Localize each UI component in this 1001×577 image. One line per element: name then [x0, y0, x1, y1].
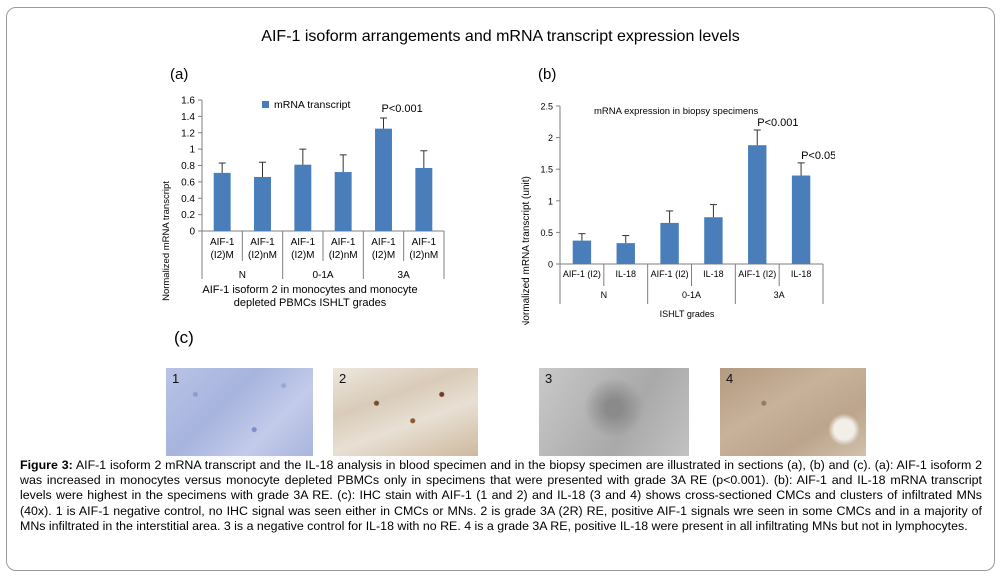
a-y-tick-label: 0.2	[181, 210, 195, 221]
b-y-tick-label: 0	[548, 260, 553, 270]
a-category-label: AIF-1 (I2)nM	[409, 237, 438, 261]
b-bar	[660, 222, 679, 264]
b-group-label: 3A	[774, 290, 785, 300]
chart-a-y-axis-label: Normalized mRNA transcript	[161, 181, 172, 301]
panel-c-label: (c)	[174, 328, 194, 347]
chart-a-panel-label: (a)	[170, 66, 188, 83]
b-category-label: AIF-1 (I2)	[563, 269, 601, 279]
b-category-label: AIF-1 (I2)	[651, 269, 689, 279]
b-group-label: N	[601, 290, 608, 300]
b-y-tick-label: 1.5	[540, 165, 553, 175]
a-legend-label: mRNA transcript	[274, 99, 351, 111]
micrograph-4-label: 4	[726, 371, 734, 386]
micrograph-2: 2	[333, 368, 478, 456]
micrograph-1-label: 1	[172, 371, 180, 386]
micrograph-4: 4	[720, 368, 866, 456]
caption-lead: Figure 3:	[20, 458, 73, 472]
chart-b-panel-label: (b)	[538, 66, 556, 83]
b-category-label: IL-18	[615, 269, 636, 279]
b-bar	[704, 217, 723, 264]
b-y-tick-label: 2	[548, 133, 553, 143]
a-y-tick-label: 0.4	[181, 194, 195, 205]
micrograph-3-label: 3	[545, 371, 553, 386]
b-x-axis-title: ISHLT grades	[660, 309, 715, 319]
b-category-label: IL-18	[791, 269, 812, 279]
a-annotation: P<0.001	[382, 103, 423, 115]
a-y-tick-label: 0.8	[181, 161, 195, 172]
a-category-label: AIF-1 (I2)nM	[329, 237, 358, 261]
chart-b-y-axis-label: Normalized mRNA transcript (unit)	[521, 176, 532, 325]
a-y-tick-label: 0	[189, 227, 195, 238]
b-bar	[748, 145, 767, 264]
a-category-label: AIF-1 (I2)M	[291, 237, 316, 261]
a-bar	[294, 164, 312, 231]
a-category-label: AIF-1 (I2)nM	[248, 237, 277, 261]
a-y-tick-label: 1.6	[181, 96, 195, 107]
b-y-tick-label: 1	[548, 196, 553, 206]
a-bar	[213, 172, 231, 231]
a-category-label: AIF-1 (I2)M	[210, 237, 235, 261]
a-y-tick-label: 1.4	[181, 112, 195, 123]
b-group-label: 0-1A	[682, 290, 701, 300]
a-y-tick-label: 0.6	[181, 177, 195, 188]
micrograph-1: 1	[166, 368, 313, 456]
chart-b: (b) Normalized mRNA transcript (unit) mR…	[521, 66, 835, 325]
figure-frame	[6, 7, 995, 571]
figure-title: AIF-1 isoform arrangements and mRNA tran…	[261, 28, 740, 45]
b-category-label: AIF-1 (I2)	[738, 269, 776, 279]
chart-b-title: mRNA expression in biopsy specimens	[594, 106, 758, 117]
caption-text: AIF-1 isoform 2 mRNA transcript and the …	[20, 458, 982, 533]
b-y-tick-label: 0.5	[540, 228, 553, 238]
a-x-axis-title: AIF-1 isoform 2 in monocytes and monocyt…	[202, 284, 417, 309]
b-bar	[791, 175, 811, 264]
micrograph-2-label: 2	[339, 371, 347, 386]
a-category-label: AIF-1 (I2)M	[371, 237, 396, 261]
a-group-label: N	[239, 270, 246, 281]
a-bar	[334, 172, 352, 231]
b-category-label: IL-18	[703, 269, 724, 279]
figure-caption: Figure 3: AIF-1 isoform 2 mRNA transcrip…	[20, 458, 982, 534]
a-legend-swatch	[262, 101, 269, 108]
chart-a: (a) Normalized mRNA transcript 0 0.2 0.4 0.…	[161, 66, 445, 309]
b-bar	[572, 240, 592, 264]
a-group-label: 3A	[398, 270, 411, 281]
b-annotation: P<0.001	[757, 117, 798, 129]
a-bar	[415, 167, 433, 231]
b-y-tick-label: 2.5	[540, 102, 553, 112]
b-annotation: P<0.05	[801, 150, 835, 162]
a-group-label: 0-1A	[312, 270, 333, 281]
a-y-tick-label: 1.2	[181, 128, 195, 139]
micrograph-3: 3	[539, 368, 689, 456]
b-bar	[616, 243, 635, 264]
a-bar	[254, 176, 271, 231]
a-y-tick-label: 1	[189, 145, 195, 156]
a-bar	[375, 128, 392, 231]
